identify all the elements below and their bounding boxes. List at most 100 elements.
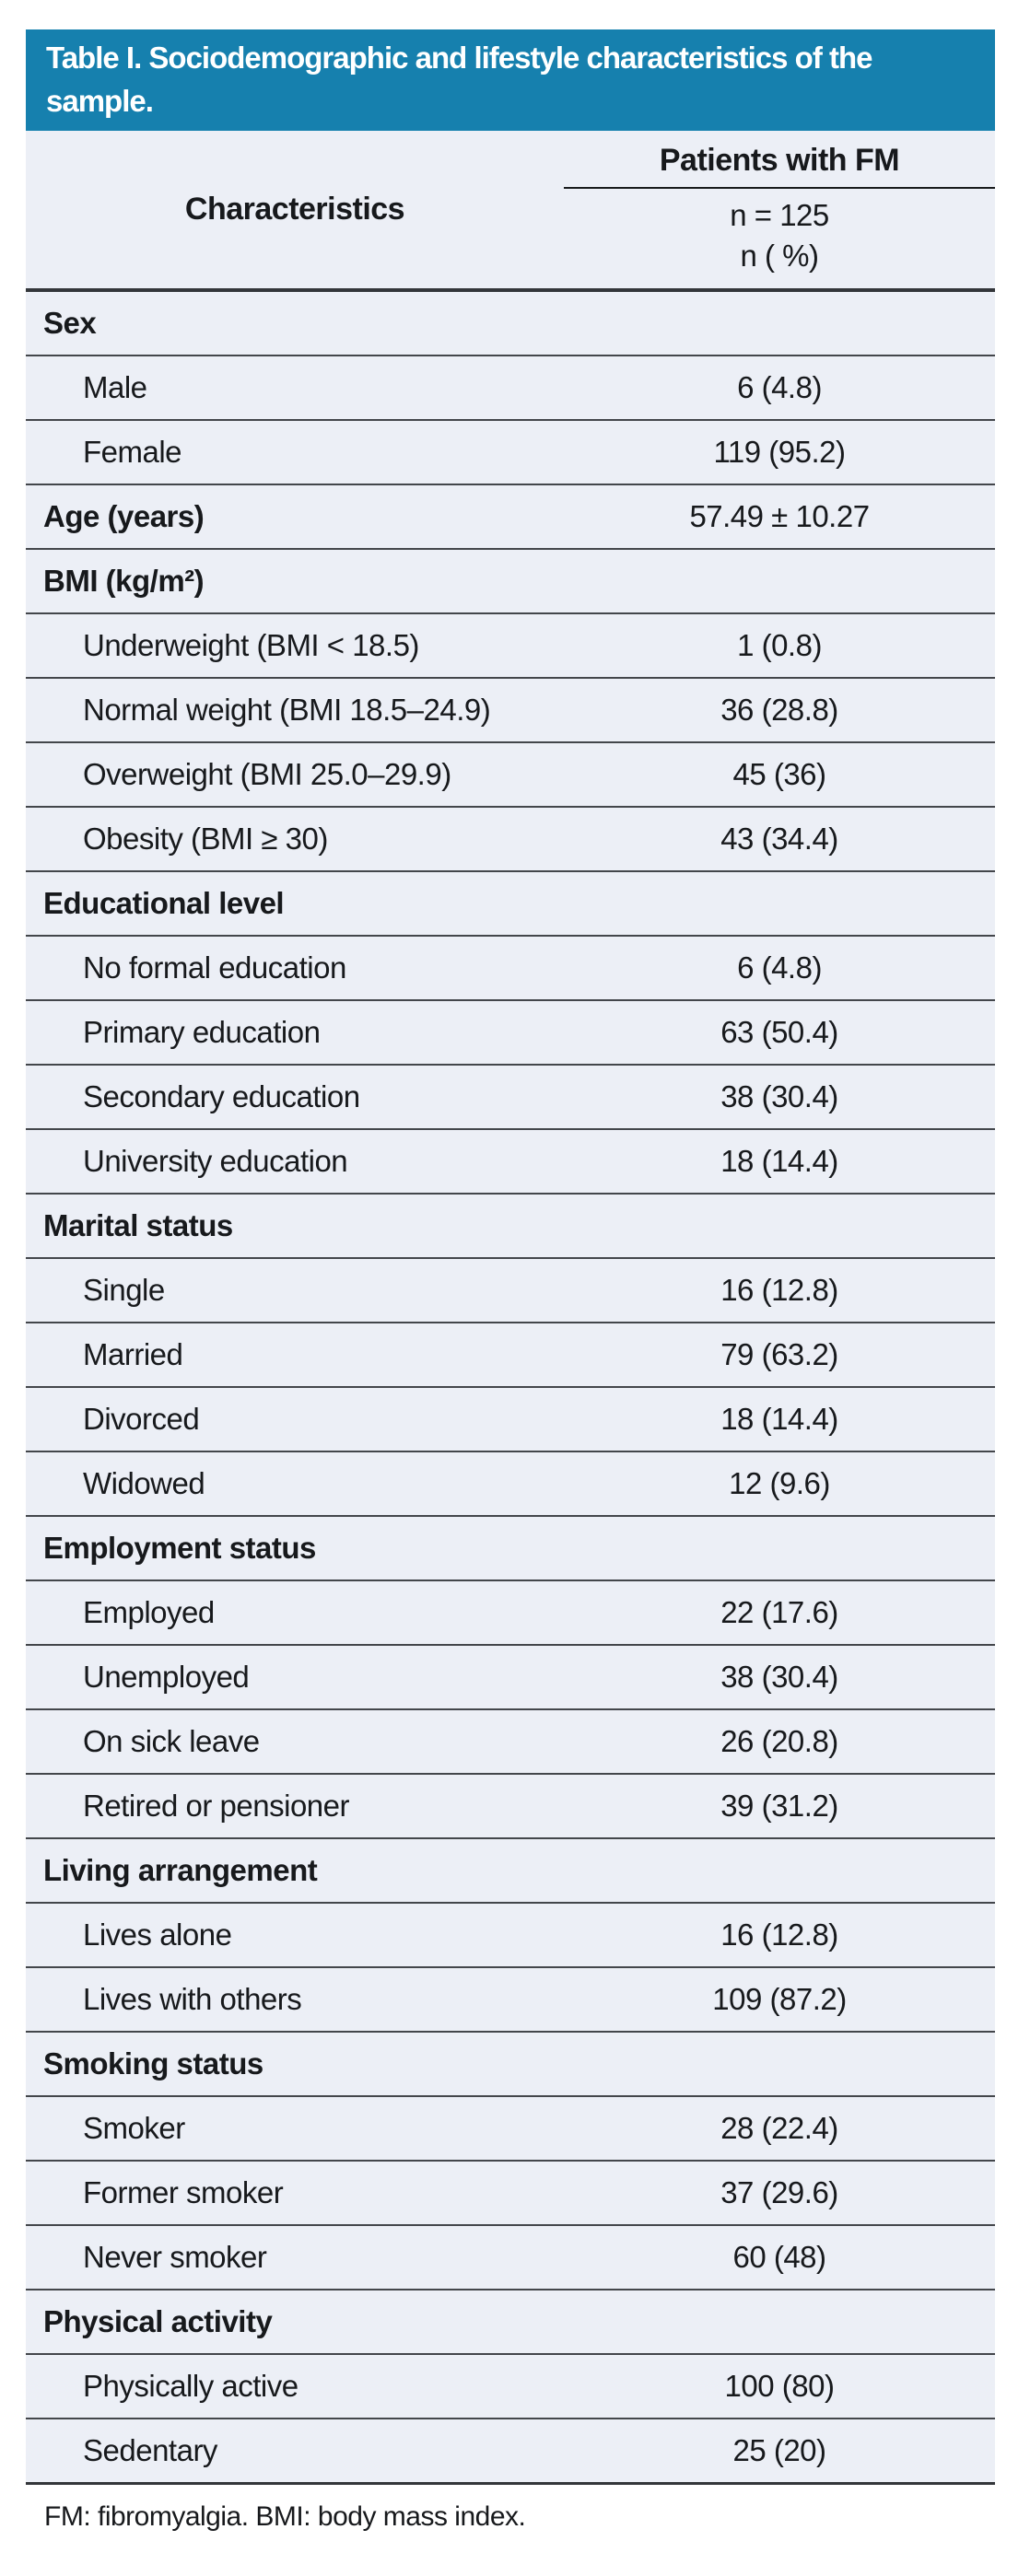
row-value: 26 (20.8) [720, 1724, 838, 1758]
row-value: 16 (12.8) [720, 1273, 838, 1307]
table-row: Sedentary 25 (20) [26, 2419, 995, 2485]
table-row: Educational level [26, 872, 995, 937]
row-value: 6 (4.8) [737, 370, 822, 404]
row-value: 18 (14.4) [720, 1144, 838, 1178]
row-value: 57.49 ± 10.27 [689, 499, 870, 533]
row-label: Sedentary [83, 2433, 217, 2467]
row-value: 28 (22.4) [720, 2111, 838, 2145]
table-row: Never smoker 60 (48) [26, 2226, 995, 2290]
n-total: n = 125 [730, 198, 829, 232]
row-value: 6 (4.8) [737, 950, 822, 985]
row-label: University education [83, 1144, 348, 1178]
row-value: 60 (48) [732, 2240, 826, 2274]
row-value: 100 (80) [724, 2369, 835, 2403]
row-label: Unemployed [83, 1660, 250, 1694]
row-value: 1 (0.8) [737, 628, 822, 662]
table-row: Employment status [26, 1517, 995, 1581]
table-row: Normal weight (BMI 18.5–24.9) 36 (28.8) [26, 679, 995, 743]
table-row: Lives with others 109 (87.2) [26, 1968, 995, 2033]
row-label: Primary education [83, 1015, 321, 1049]
row-label: Single [83, 1273, 165, 1307]
table-title: Table I. Sociodemographic and lifestyle … [46, 41, 872, 118]
row-label: BMI (kg/m²) [43, 564, 205, 598]
table-row: Primary education 63 (50.4) [26, 1001, 995, 1066]
row-label: Age (years) [43, 499, 205, 533]
patients-column-header: Patients with FM n = 125 n ( %) [564, 131, 995, 288]
row-value: 79 (63.2) [720, 1337, 838, 1371]
row-label: Lives alone [83, 1917, 232, 1952]
table-row: Male 6 (4.8) [26, 356, 995, 421]
row-value: 25 (20) [732, 2433, 826, 2467]
table-row: Married 79 (63.2) [26, 1323, 995, 1388]
table-row: Widowed 12 (9.6) [26, 1452, 995, 1517]
table-body: Sex Male 6 (4.8) Female 119 (95.2) Age (… [26, 292, 995, 2485]
row-value: 37 (29.6) [720, 2175, 838, 2209]
row-label: Physically active [83, 2369, 298, 2403]
row-value: 63 (50.4) [720, 1015, 838, 1049]
row-value: 12 (9.6) [729, 1466, 830, 1500]
table-row: Single 16 (12.8) [26, 1259, 995, 1323]
table-row: Smoking status [26, 2033, 995, 2097]
row-value: 45 (36) [732, 757, 826, 791]
row-label: Employed [83, 1595, 215, 1629]
row-label: On sick leave [83, 1724, 260, 1758]
table-row: Marital status [26, 1195, 995, 1259]
row-label: Married [83, 1337, 183, 1371]
table-footnote: FM: fibromyalgia. BMI: body mass index. [44, 2501, 526, 2532]
row-label: Never smoker [83, 2240, 267, 2274]
row-label: Normal weight (BMI 18.5–24.9) [83, 693, 491, 727]
table-row: Obesity (BMI ≥ 30) 43 (34.4) [26, 808, 995, 872]
row-label: Living arrangement [43, 1853, 318, 1887]
table-title-bar: Table I. Sociodemographic and lifestyle … [26, 29, 995, 131]
row-label: Marital status [43, 1208, 233, 1242]
table-row: BMI (kg/m²) [26, 550, 995, 614]
row-value: 119 (95.2) [713, 435, 846, 469]
row-value: 38 (30.4) [720, 1079, 838, 1113]
row-label: Smoker [83, 2111, 185, 2145]
row-value: 16 (12.8) [720, 1917, 838, 1952]
table-row: Retired or pensioner 39 (31.2) [26, 1775, 995, 1839]
row-label: Obesity (BMI ≥ 30) [83, 822, 328, 856]
row-value: 18 (14.4) [720, 1402, 838, 1436]
row-label: Female [83, 435, 182, 469]
row-label: Educational level [43, 886, 285, 920]
table-row: Underweight (BMI < 18.5) 1 (0.8) [26, 614, 995, 679]
table-row: Sex [26, 292, 995, 356]
table-row: Divorced 18 (14.4) [26, 1388, 995, 1452]
row-label: Lives with others [83, 1982, 302, 2016]
table-header: Characteristics Patients with FM n = 125… [26, 131, 995, 292]
table-row: No formal education 6 (4.8) [26, 937, 995, 1001]
row-label: Physical activity [43, 2304, 273, 2338]
row-value: 38 (30.4) [720, 1660, 838, 1694]
table-row: Smoker 28 (22.4) [26, 2097, 995, 2162]
row-label: Sex [43, 306, 97, 340]
row-label: Underweight (BMI < 18.5) [83, 628, 419, 662]
row-label: Retired or pensioner [83, 1789, 350, 1823]
n-percent: n ( %) [740, 239, 819, 273]
table-row: Physically active 100 (80) [26, 2355, 995, 2419]
table-row: On sick leave 26 (20.8) [26, 1710, 995, 1775]
row-label: Widowed [83, 1466, 205, 1500]
row-value: 22 (17.6) [720, 1595, 838, 1629]
row-value: 36 (28.8) [720, 693, 838, 727]
table-row: Overweight (BMI 25.0–29.9) 45 (36) [26, 743, 995, 808]
table-row: Lives alone 16 (12.8) [26, 1904, 995, 1968]
table-row: Age (years) 57.49 ± 10.27 [26, 485, 995, 550]
row-value: 43 (34.4) [720, 822, 838, 856]
row-label: Secondary education [83, 1079, 360, 1113]
table-row: Living arrangement [26, 1839, 995, 1904]
table-row: Physical activity [26, 2290, 995, 2355]
table-row: Female 119 (95.2) [26, 421, 995, 485]
row-value: 109 (87.2) [712, 1982, 847, 2016]
row-label: Smoking status [43, 2046, 263, 2081]
row-label: No formal education [83, 950, 346, 985]
row-label: Former smoker [83, 2175, 284, 2209]
table-row: University education 18 (14.4) [26, 1130, 995, 1195]
patients-with-fm-label: Patients with FM [564, 131, 995, 189]
sample-size-label: n = 125 n ( %) [564, 189, 995, 288]
row-label: Employment status [43, 1531, 316, 1565]
sociodemographic-table: Table I. Sociodemographic and lifestyle … [26, 29, 995, 2533]
row-label: Overweight (BMI 25.0–29.9) [83, 757, 451, 791]
characteristics-column-header: Characteristics [184, 192, 405, 227]
